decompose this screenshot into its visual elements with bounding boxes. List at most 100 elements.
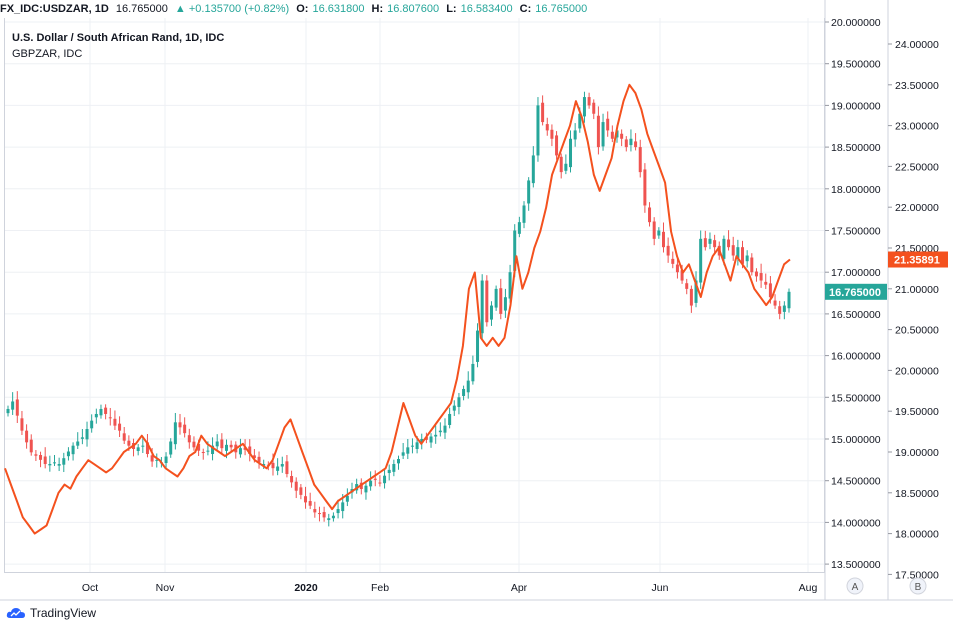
candle <box>76 432 80 450</box>
candle <box>489 301 493 326</box>
candle <box>503 288 507 318</box>
x-axis-label: Jun <box>652 582 669 594</box>
usdzar-price-tag-label: 16.765000 <box>829 287 881 299</box>
candle <box>20 410 24 435</box>
candle <box>573 123 577 147</box>
candle <box>364 482 368 500</box>
candle <box>452 400 456 416</box>
candle <box>410 438 414 454</box>
symbol-label[interactable]: FX_IDC:USDZAR, 1D <box>0 3 109 15</box>
candle <box>183 417 187 438</box>
left-axis-label: 20.000000 <box>831 17 881 29</box>
left-axis-label: 13.500000 <box>831 559 881 571</box>
candle <box>66 447 70 461</box>
candle <box>601 113 605 151</box>
candle <box>555 131 559 160</box>
candle <box>466 371 470 399</box>
x-axis-label: Apr <box>511 582 528 594</box>
tradingview-branding[interactable]: TradingView <box>6 606 96 620</box>
candle <box>587 92 591 109</box>
candle <box>118 416 122 437</box>
candle <box>327 513 331 527</box>
left-axis-label: 17.500000 <box>831 226 881 238</box>
last-price: 16.765000 <box>115 3 168 15</box>
candle <box>187 428 191 449</box>
right-axis-label: 17.50000 <box>895 569 939 581</box>
candle <box>569 130 573 173</box>
candle <box>564 154 568 175</box>
candle <box>71 442 75 461</box>
candle <box>11 392 15 415</box>
close-label: C: <box>519 3 532 15</box>
candle <box>703 230 707 251</box>
candle <box>85 421 89 447</box>
right-axis-label: 22.50000 <box>895 161 939 173</box>
candle <box>299 484 303 500</box>
candle <box>527 177 531 211</box>
legend-compare-series[interactable]: GBPZAR, IDC <box>12 48 83 60</box>
candle <box>383 469 387 489</box>
candle <box>666 237 670 263</box>
tradingview-cloud-icon <box>6 608 26 618</box>
x-axis-label: 2020 <box>294 582 318 594</box>
x-axis-label: Aug <box>799 582 818 594</box>
gbpzar-line <box>4 83 791 535</box>
x-axis-label: Feb <box>371 582 389 594</box>
candle <box>211 437 215 461</box>
left-axis-label: 19.000000 <box>831 100 881 112</box>
candle <box>108 407 112 426</box>
right-axis-label: 18.00000 <box>895 529 939 541</box>
symbol-header: FX_IDC:USDZAR, 1D 16.765000 ▲ +0.135700 … <box>0 0 953 18</box>
candle <box>308 492 312 510</box>
candle <box>248 439 252 462</box>
candle <box>536 97 540 162</box>
usdzar-price-tag <box>825 283 887 300</box>
candle <box>457 392 461 415</box>
candle <box>257 451 261 469</box>
candle <box>638 139 642 178</box>
candle <box>392 459 396 477</box>
candle <box>438 422 442 437</box>
candle <box>262 459 266 470</box>
axis-button-a <box>846 577 864 595</box>
left-axis-label: 19.500000 <box>831 59 881 71</box>
candle <box>406 439 410 460</box>
axis-button-a-label: A <box>852 582 859 593</box>
left-axis-label: 15.000000 <box>831 434 881 446</box>
left-axis-label: 18.000000 <box>831 184 881 196</box>
candle <box>606 111 610 137</box>
candle <box>132 438 136 457</box>
candle <box>29 434 33 456</box>
close-value: 16.765000 <box>535 3 588 15</box>
candle <box>169 438 173 458</box>
right-axis-label: 20.00000 <box>895 365 939 377</box>
tradingview-label: TradingView <box>30 606 97 620</box>
high-label: H: <box>371 3 384 15</box>
candle <box>94 408 98 424</box>
candle <box>462 385 466 401</box>
candle <box>113 410 117 430</box>
candle <box>294 477 298 499</box>
open-value: 16.631800 <box>312 3 365 15</box>
low-value: 16.583400 <box>460 3 513 15</box>
candle <box>34 450 38 462</box>
candle <box>485 275 489 327</box>
candle <box>155 453 159 468</box>
candle <box>285 455 289 478</box>
candle <box>787 288 791 313</box>
candle <box>336 499 340 519</box>
candle <box>675 258 679 279</box>
axis-button-b <box>909 577 927 595</box>
candle <box>317 506 321 522</box>
candle <box>401 443 405 460</box>
candle <box>280 456 284 473</box>
candle <box>145 433 149 458</box>
candle <box>694 271 698 308</box>
candle <box>313 501 317 518</box>
left-axis-label: 14.500000 <box>831 476 881 488</box>
candle <box>52 455 56 467</box>
legend-main-series[interactable]: U.S. Dollar / South African Rand, 1D, ID… <box>12 32 225 44</box>
candle <box>545 117 549 136</box>
candle <box>517 216 521 238</box>
